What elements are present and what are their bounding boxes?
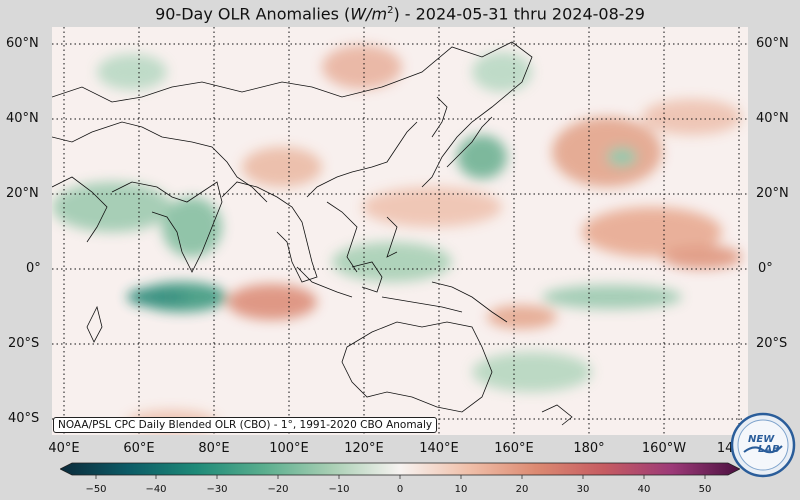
lon-label-180: 180°: [573, 441, 605, 456]
colorbar-tick-m50: −50: [85, 484, 107, 495]
colorbar-tick-m30: −30: [206, 484, 228, 495]
colorbar-tick-20: 20: [515, 484, 529, 495]
colorbar-tick-10: 10: [454, 484, 468, 495]
colorbar-tick-m40: −40: [145, 484, 167, 495]
logo-text-bottom: LAB: [758, 444, 780, 455]
colorbar-tick-0: 0: [396, 484, 404, 495]
lat-label-right-60N: 60°N: [756, 36, 789, 51]
newlab-logo: NEW LAB: [730, 412, 796, 478]
lat-label-right-20S: 20°S: [756, 336, 788, 351]
colorbar-tick-m20: −20: [267, 484, 289, 495]
lat-label-left-20N: 20°N: [6, 186, 39, 201]
lat-label-left-40S: 40°S: [8, 411, 40, 426]
colorbar: [60, 462, 740, 479]
colorbar-tick-50: 50: [698, 484, 712, 495]
lon-label-60E: 60°E: [123, 441, 155, 456]
lon-label-80E: 80°E: [198, 441, 230, 456]
colorbar-tick-30: 30: [576, 484, 590, 495]
lon-label-160E: 160°E: [494, 441, 534, 456]
lat-label-right-40N: 40°N: [756, 111, 789, 126]
lat-label-left-60N: 60°N: [6, 36, 39, 51]
colorbar-tick-40: 40: [637, 484, 651, 495]
lat-label-right-20N: 20°N: [756, 186, 789, 201]
lon-label-140E: 140°E: [419, 441, 459, 456]
lon-label-100E: 100°E: [269, 441, 309, 456]
lat-label-right-0: 0°: [758, 261, 773, 276]
lat-label-left-40N: 40°N: [6, 111, 39, 126]
lon-label-40E: 40°E: [48, 441, 80, 456]
lat-label-left-20S: 20°S: [8, 336, 40, 351]
map-title: 90-Day OLR Anomalies (W/m2) - 2024-05-31…: [155, 4, 645, 24]
data-source-credit: NOAA/PSL CPC Daily Blended OLR (CBO) - 1…: [53, 417, 438, 433]
lat-label-left-0: 0°: [26, 261, 41, 276]
lon-label-120E: 120°E: [344, 441, 384, 456]
colorbar-tick-m10: −10: [328, 484, 350, 495]
lon-label-160W: 160°W: [641, 441, 687, 456]
olr-anomaly-map: [52, 27, 748, 435]
logo-text-top: NEW: [748, 434, 775, 445]
